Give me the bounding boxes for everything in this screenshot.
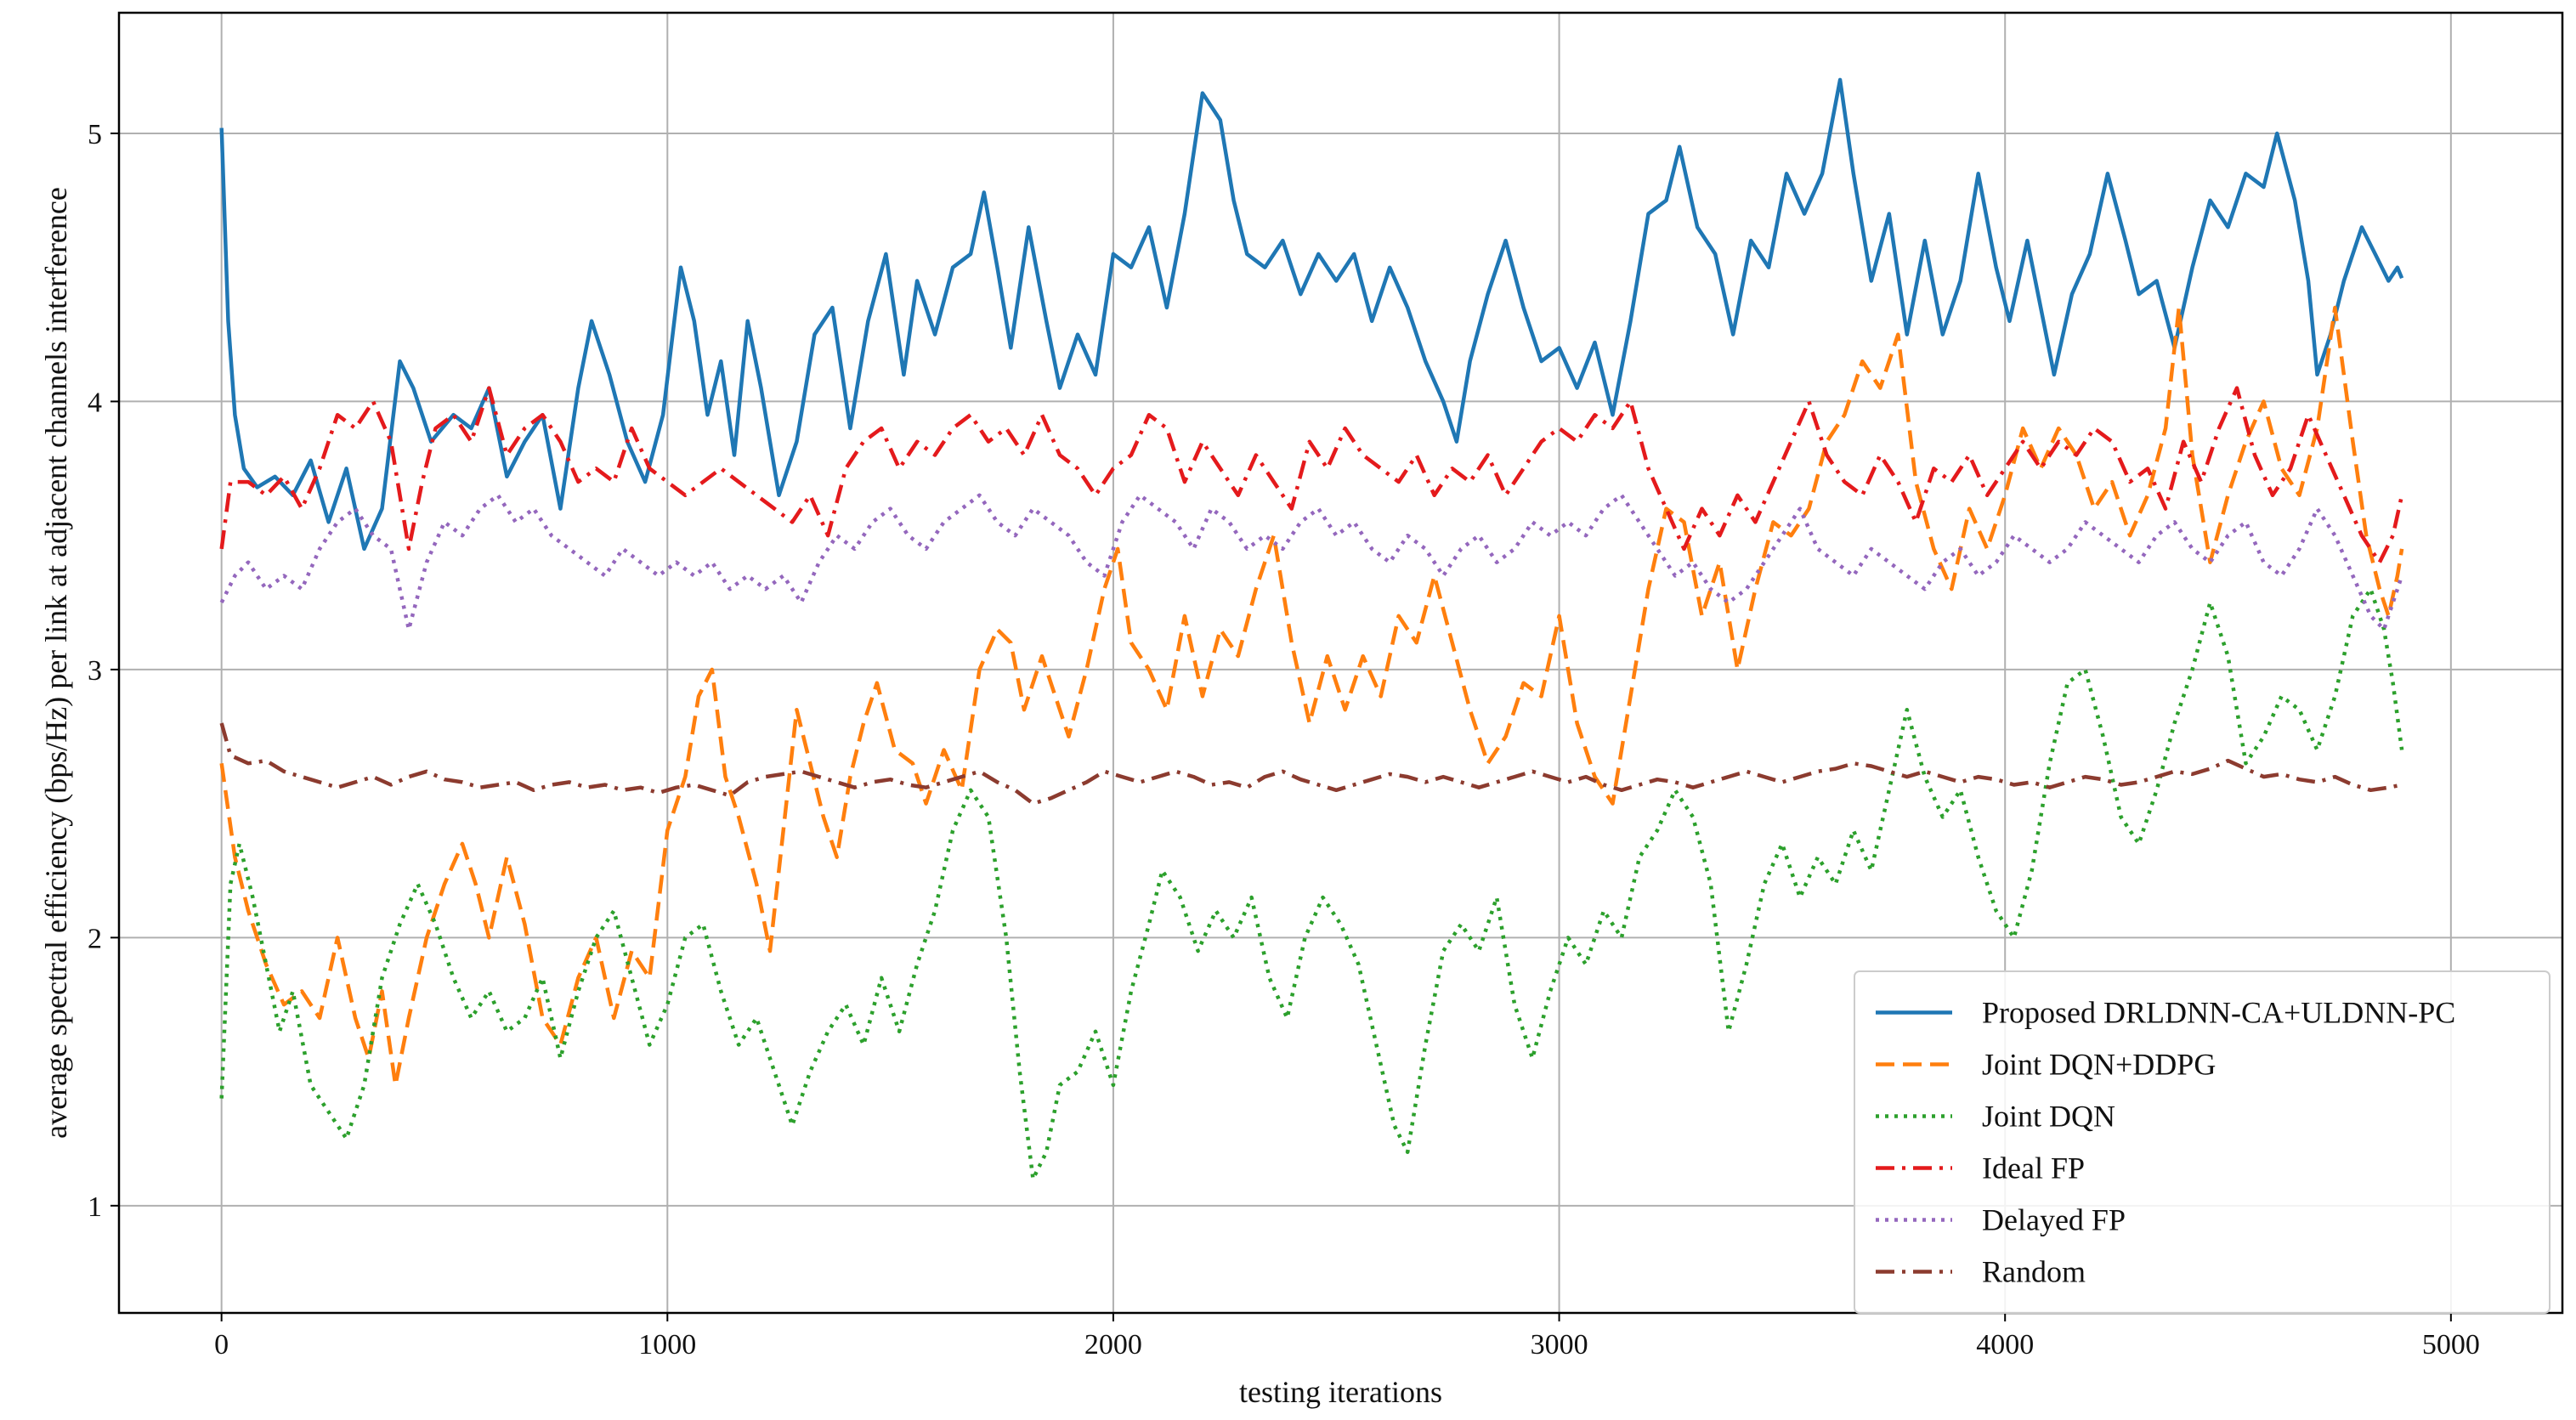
y-tick-label: 4: [88, 387, 102, 418]
y-axis-label: average spectral efficiency (bps/Hz) per…: [39, 187, 73, 1139]
y-axis-ticks: 1 2 3 4 5: [88, 119, 119, 1223]
x-tick-label: 4000: [1976, 1329, 2034, 1361]
y-tick-label: 5: [88, 119, 102, 150]
y-tick-label: 3: [88, 655, 102, 687]
series-line-2: [219, 586, 2404, 1181]
series-line-0: [219, 77, 2404, 552]
x-tick-label: 0: [214, 1329, 229, 1361]
legend-label-5: Random: [1982, 1255, 2086, 1289]
legend-label-1: Joint DQN+DDPG: [1982, 1048, 2216, 1082]
y-tick-label: 2: [88, 923, 102, 954]
series-line-1: [219, 305, 2404, 1088]
x-axis-label: testing iterations: [1239, 1375, 1442, 1409]
series-line-4: [219, 493, 2404, 631]
legend: Proposed DRLDNN-CA+ULDNN-PC Joint DQN+DDP…: [1854, 970, 2551, 1314]
x-tick-label: 1000: [638, 1329, 696, 1361]
legend-label-4: Delayed FP: [1982, 1203, 2126, 1237]
series-line-3: [219, 386, 2404, 564]
y-tick-label: 1: [88, 1191, 102, 1223]
legend-label-3: Ideal FP: [1982, 1151, 2085, 1185]
legend-entries: Proposed DRLDNN-CA+ULDNN-PC Joint DQN+DDP…: [1876, 996, 2455, 1289]
x-tick-label: 2000: [1084, 1329, 1142, 1361]
series-lines: [219, 77, 2404, 1181]
x-tick-label: 3000: [1531, 1329, 1588, 1361]
plot-frame: [117, 11, 2564, 1315]
legend-box: [1854, 970, 2551, 1314]
legend-label-2: Joint DQN: [1982, 1100, 2115, 1134]
legend-label-0: Proposed DRLDNN-CA+ULDNN-PC: [1982, 996, 2455, 1030]
series-line-5: [219, 722, 2403, 806]
x-tick-label: 5000: [2422, 1329, 2480, 1361]
x-axis-ticks: 0 1000 2000 3000 4000 5000: [214, 1313, 2480, 1361]
grid: [119, 13, 2562, 1313]
